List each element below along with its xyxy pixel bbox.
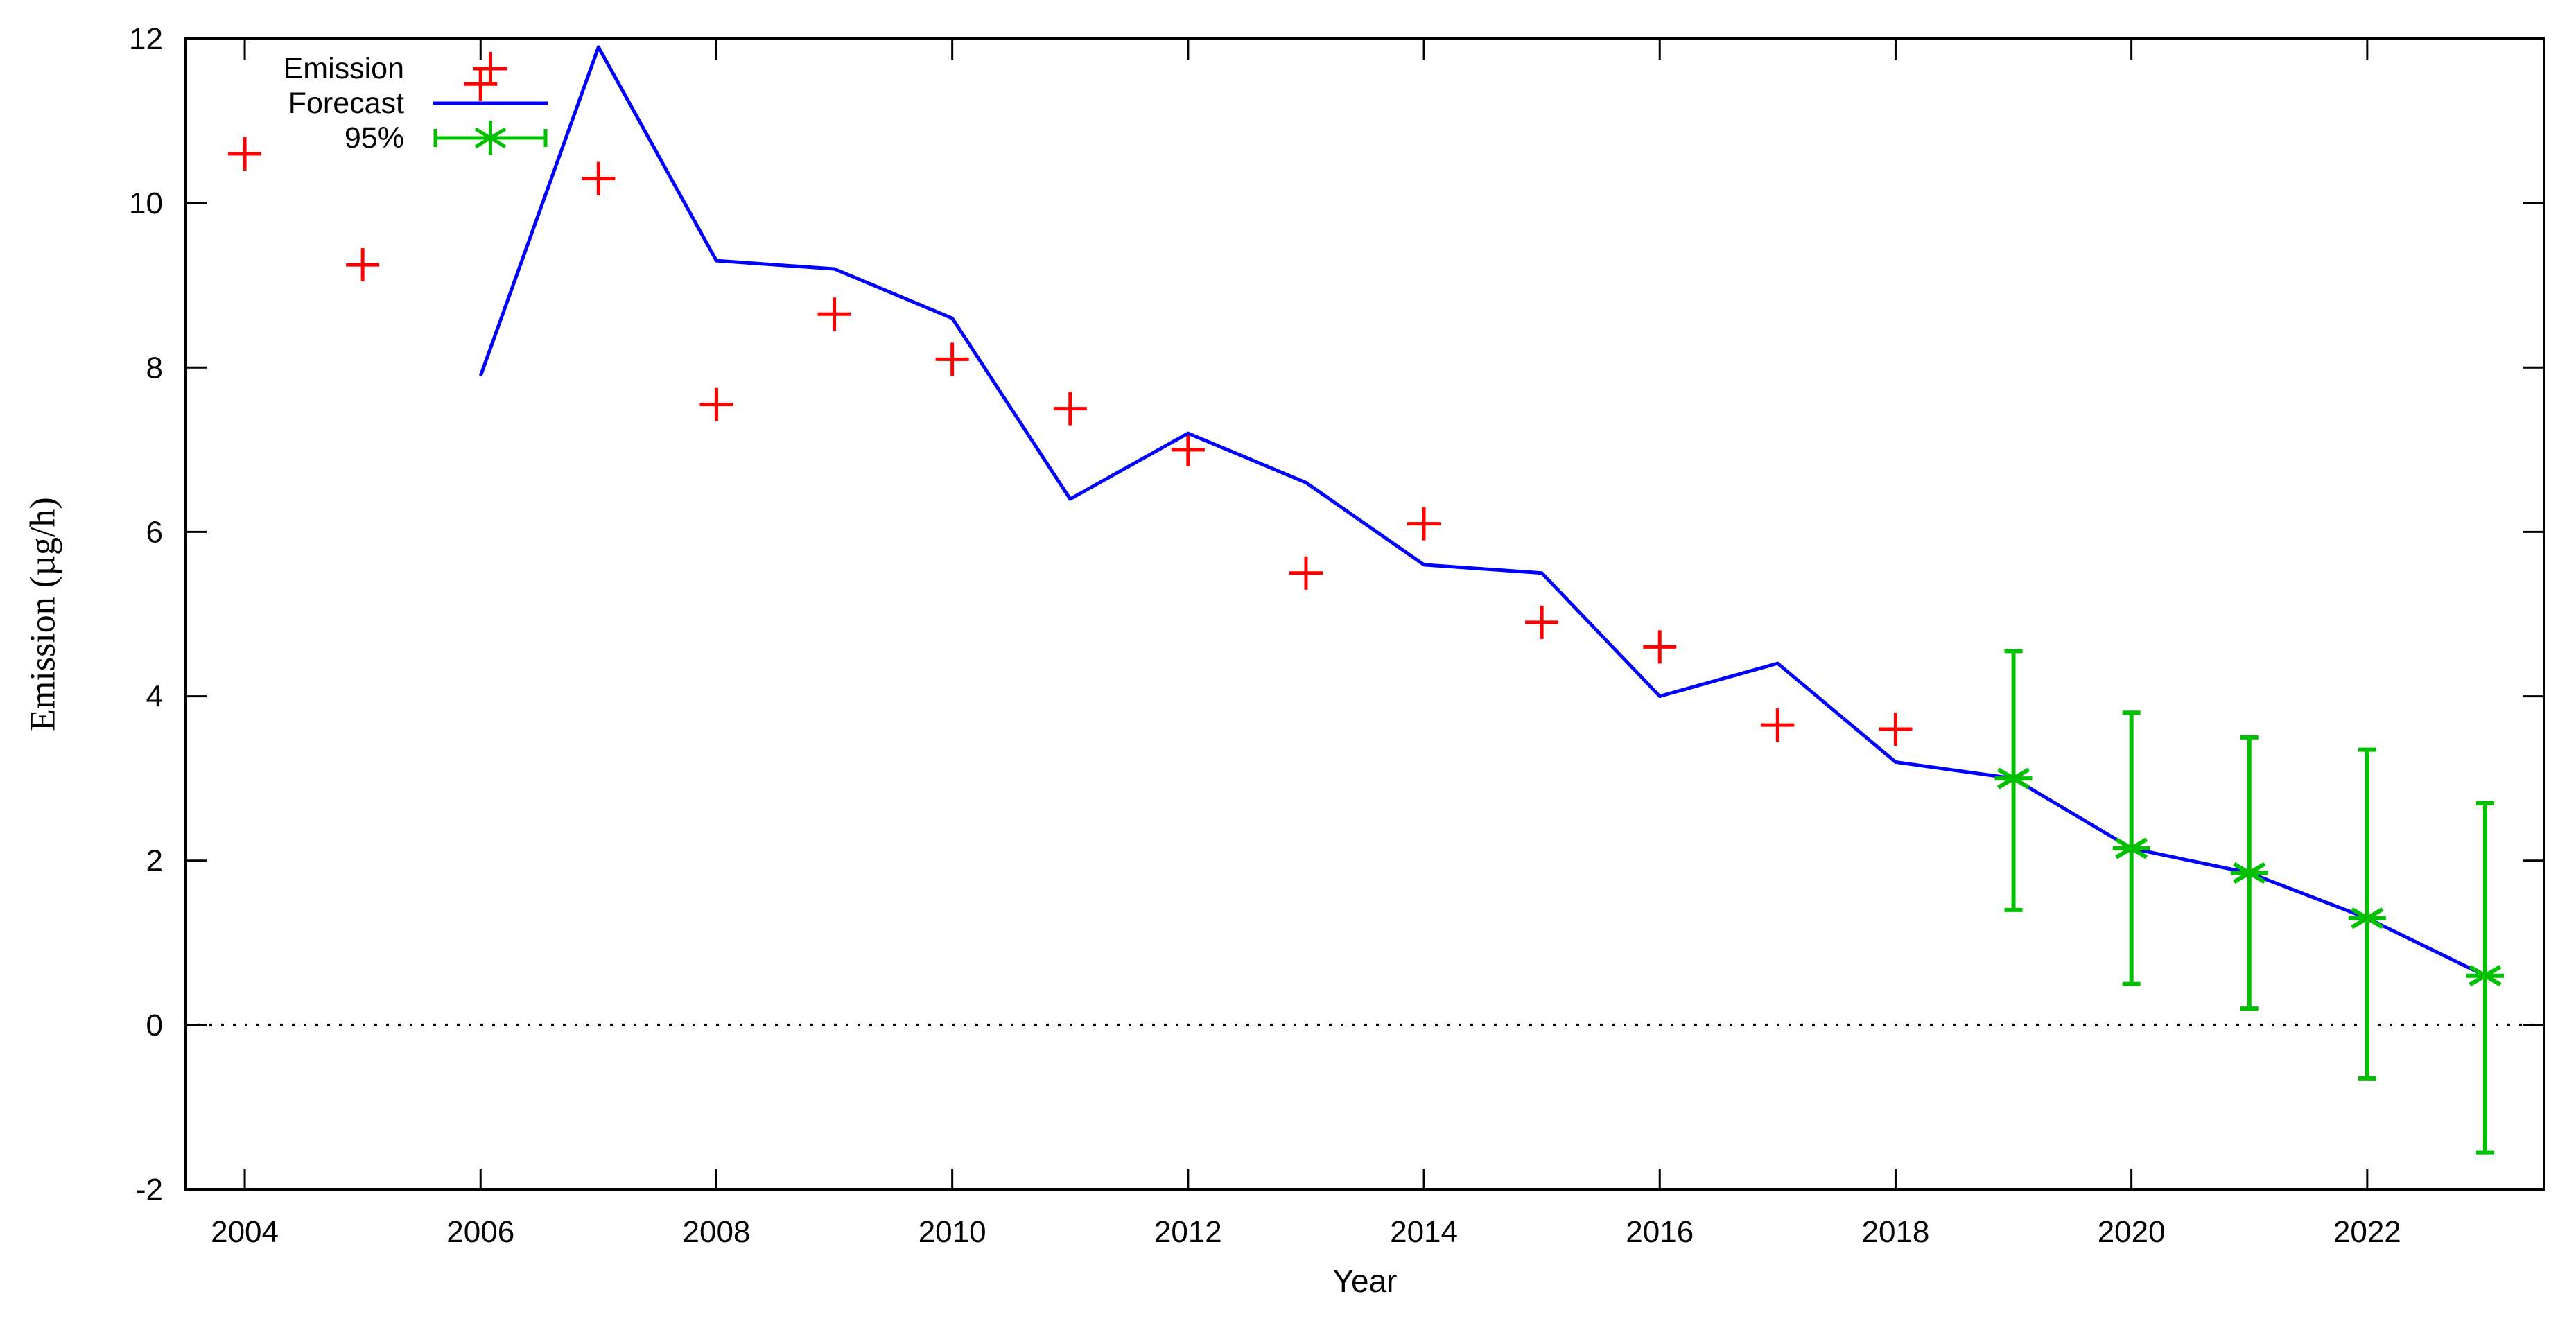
x-tick-label: 2006 [446,1215,514,1249]
y-axis-title: Emission (µg/h) [23,497,63,731]
legend-entry-ci: 95% [207,121,548,155]
legend-label-forecast: Forecast [288,87,404,120]
legend-label-emission: Emission [283,52,404,85]
emission-point [1525,605,1559,639]
legend: Emission Forecast 95% [207,51,548,155]
x-tick-label: 2022 [2333,1215,2401,1249]
x-tick-label: 2018 [1862,1215,1930,1249]
legend-entry-forecast: Forecast [207,86,548,121]
x-tick-label: 2008 [683,1215,751,1249]
emission-point [1643,630,1677,664]
emission-point [935,342,969,376]
confidence-errorbar [2230,735,2268,1011]
emission-point [1171,433,1205,466]
emission-point [1761,708,1795,742]
x-tick-label: 2014 [1390,1215,1458,1249]
emission-point [582,161,616,195]
x-tick-label: 2016 [1626,1215,1694,1249]
forecast-line [478,45,2487,977]
plot-border [184,37,2545,1191]
y-tick-label: 4 [146,680,163,714]
line-sample-icon [433,86,548,121]
y-tick-label: -2 [136,1173,163,1207]
x-axis-title: Year [1332,1263,1398,1299]
plus-marker-icon [433,51,548,86]
emission-point [228,137,262,171]
emission-point [1289,556,1323,590]
y-tick-label: 10 [129,186,163,220]
x-tick-label: 2004 [211,1215,279,1249]
legend-label-ci: 95% [344,121,404,155]
emission-point [346,248,380,282]
emission-point [817,297,851,331]
errorbar-sample-icon [433,121,548,155]
confidence-errorbar [2112,710,2150,986]
y-tick-label: 8 [146,351,163,385]
y-tick-label: 6 [146,515,163,549]
emission-point [699,387,733,421]
x-tick-label: 2010 [919,1215,986,1249]
x-tick-label: 2020 [2098,1215,2166,1249]
y-tick-label: 0 [146,1008,163,1042]
emission-point [1407,507,1441,541]
confidence-errorbar [2348,747,2386,1081]
emission-point [1053,392,1087,426]
x-tick-label: 2012 [1154,1215,1222,1249]
legend-entry-emission: Emission [207,51,548,86]
confidence-errorbar [1994,649,2033,912]
confidence-errorbar [2466,801,2504,1155]
y-tick-label: 2 [146,844,163,878]
emission-point [1879,713,1913,746]
y-tick-label: 12 [129,22,163,56]
